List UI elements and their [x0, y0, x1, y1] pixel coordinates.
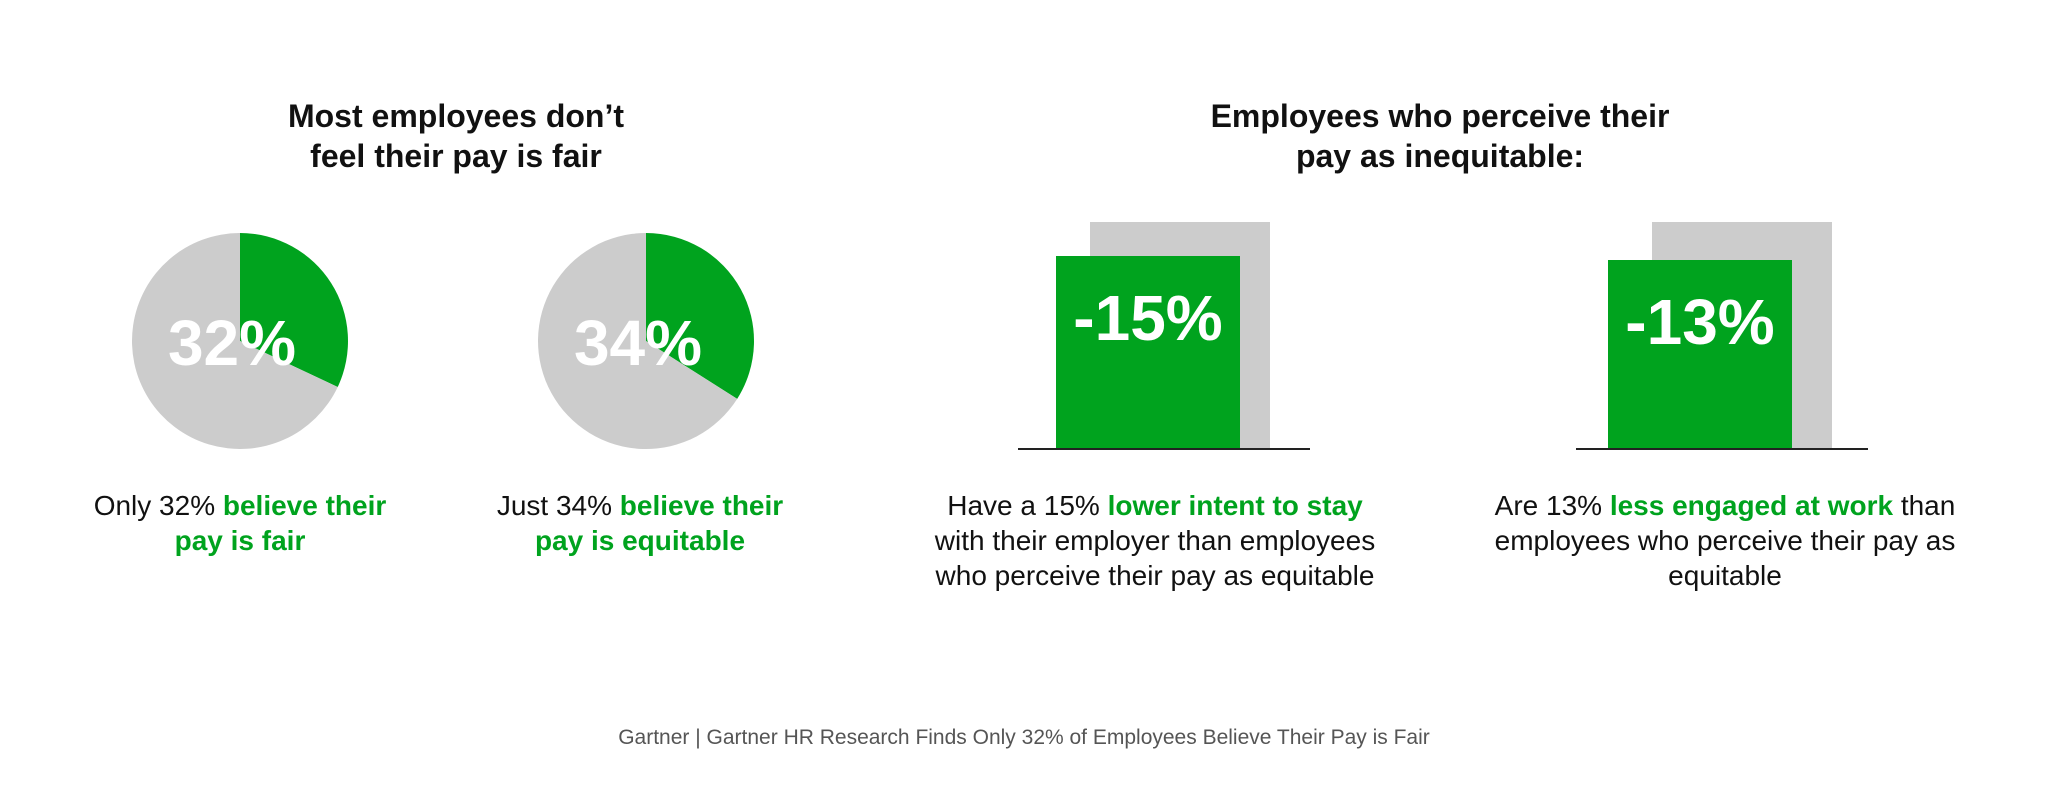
right-heading: Employees who perceive their pay as ineq… — [1140, 96, 1740, 176]
caption-text: Are 13% — [1494, 490, 1610, 521]
pie-slice-believe-fair — [240, 233, 348, 387]
bar-baseline — [1576, 448, 1868, 450]
left-heading: Most employees don’t feel their pay is f… — [156, 96, 756, 176]
pie-slice-believe-equitable — [646, 233, 755, 399]
pie-slice-remainder — [538, 233, 738, 449]
left-heading-line-2: feel their pay is fair — [310, 138, 602, 174]
caption-text: Just 34% — [496, 490, 620, 521]
bar-chart-engagement: -13% — [1576, 222, 1868, 450]
caption-highlight: lower intent to stay — [1107, 490, 1363, 521]
caption-rest: with their employer than employees who p… — [934, 525, 1376, 591]
caption-fair-pay: Only 32% believe their pay is fair — [90, 488, 390, 558]
bar-baseline — [1018, 448, 1310, 450]
caption-text: Only 32% — [93, 490, 223, 521]
caption-highlight: less engaged at work — [1609, 490, 1894, 521]
bar-value-label: -15% — [1073, 282, 1223, 354]
caption-highlight: believe their pay is fair — [174, 490, 387, 556]
pie-value-label: 34% — [574, 307, 702, 379]
left-heading-line-1: Most employees don’t — [287, 98, 625, 134]
caption-highlight: believe their pay is equitable — [534, 490, 784, 556]
pie-slice-remainder — [131, 233, 338, 449]
bar-engagement: -13% — [1608, 260, 1792, 448]
source-footer: Gartner | Gartner HR Research Finds Only… — [618, 726, 1430, 749]
pie-chart-equitable-pay: 34% — [538, 233, 755, 449]
caption-rest: than employees who perceive their pay as… — [1494, 490, 1956, 591]
bar-intent-to-stay: -15% — [1056, 256, 1240, 448]
pie-value-label: 32% — [168, 307, 296, 379]
pie-chart-fair-pay: 32% — [131, 233, 348, 449]
caption-engagement: Are 13% less engaged at work than employ… — [1480, 488, 1970, 593]
right-heading-line-2: pay as inequitable: — [1295, 138, 1585, 174]
bar-chart-intent-to-stay: -15% — [1018, 222, 1310, 450]
caption-equitable-pay: Just 34% believe their pay is equitable — [470, 488, 810, 558]
caption-text: Have a 15% — [947, 490, 1108, 521]
right-heading-line-1: Employees who perceive their — [1210, 98, 1670, 134]
caption-intent-to-stay: Have a 15% lower intent to stay with the… — [920, 488, 1390, 593]
bar-value-label: -13% — [1625, 286, 1775, 358]
